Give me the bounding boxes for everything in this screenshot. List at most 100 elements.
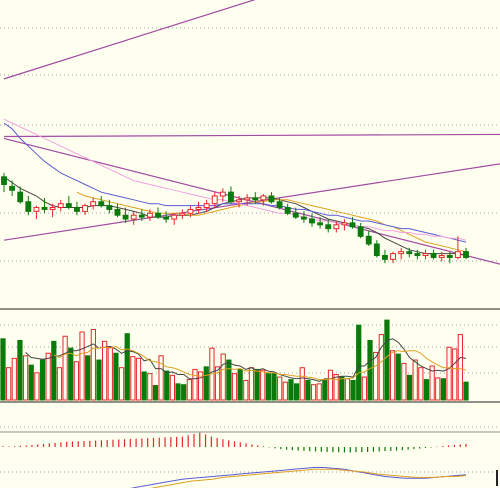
candle-body: [57, 203, 64, 209]
volume-bar: [39, 359, 46, 401]
volume-bar: [260, 369, 266, 401]
volume-bar: [446, 346, 452, 401]
volume-bar: [265, 373, 271, 401]
volume-bar: [96, 359, 102, 401]
macd-dea-line: [149, 468, 467, 488]
candle-body: [17, 191, 24, 203]
candle-body: [349, 222, 356, 228]
volume-bar: [429, 365, 435, 401]
volume-bar: [339, 376, 345, 401]
candle-body: [49, 207, 56, 210]
volume-bar: [378, 334, 384, 401]
volume-bar: [271, 373, 277, 401]
volume-bar: [152, 385, 159, 401]
candle-body: [228, 191, 234, 203]
volume-bar: [248, 367, 255, 401]
candle-body: [1, 176, 7, 185]
volume-bar: [299, 367, 305, 401]
volume-bar: [322, 379, 328, 401]
volume-bar: [158, 355, 164, 401]
volume-bar: [11, 357, 17, 401]
volume-bar: [198, 371, 204, 401]
volume-bar: [435, 377, 441, 401]
volume-bar: [141, 371, 147, 401]
candle-body: [341, 222, 348, 226]
candle-body: [82, 205, 88, 212]
candle-body: [122, 214, 129, 220]
candle-body: [406, 251, 413, 255]
candle-body: [171, 214, 178, 220]
volume-bar: [305, 379, 311, 401]
volume-bar: [418, 367, 424, 401]
candle-body: [187, 208, 194, 214]
moving-average-ma60: [3, 118, 467, 241]
candle-body: [252, 197, 259, 201]
candle-body: [9, 185, 16, 191]
volume-bar: [130, 356, 136, 401]
volume-bar: [51, 340, 57, 401]
candle-body: [211, 195, 218, 205]
candle-body: [260, 195, 267, 201]
candle-body: [25, 201, 32, 212]
volume-bar: [293, 383, 300, 401]
volume-bar: [361, 376, 367, 401]
volume-bar: [79, 331, 85, 401]
volume-bar: [226, 359, 232, 401]
candle-body: [244, 197, 251, 201]
volume-bar: [316, 383, 322, 401]
volume-bar: [203, 366, 209, 401]
volume-bar: [243, 379, 249, 401]
trendline: [3, 0, 256, 80]
candle-body: [325, 224, 332, 230]
volume-bar: [147, 373, 153, 401]
candle-body: [163, 216, 170, 220]
volume-bar: [28, 364, 34, 401]
candle-body: [373, 243, 380, 257]
candle-body: [284, 207, 291, 214]
volume-bar: [0, 338, 6, 401]
volume-bar: [113, 352, 119, 401]
volume-bar: [457, 334, 463, 401]
volume-bar: [186, 379, 192, 401]
volume-bar: [34, 372, 40, 401]
candle-body: [155, 212, 161, 218]
trendline: [3, 163, 500, 241]
candle-body: [179, 212, 186, 216]
volume-bar: [102, 340, 108, 401]
candle-body: [74, 207, 80, 212]
candle-body: [438, 255, 445, 258]
volume-bar: [389, 350, 396, 401]
volume-bar: [423, 379, 430, 401]
volume-bar: [135, 357, 142, 401]
volume-bar: [412, 359, 418, 401]
candle-body: [390, 253, 396, 260]
volume-bar: [192, 368, 198, 401]
volume-bar: [452, 348, 458, 401]
volume-bar: [118, 367, 125, 401]
trendline: [3, 137, 500, 265]
candle-body: [236, 199, 242, 203]
volume-bar: [231, 373, 238, 401]
volume-bar: [373, 351, 379, 401]
volume-bar: [310, 384, 317, 401]
volume-bar: [344, 378, 351, 401]
candle-body: [398, 251, 405, 255]
volume-bar: [181, 384, 187, 401]
panel-frame: [0, 308, 500, 486]
candle-body: [114, 208, 121, 216]
candle-body: [317, 222, 324, 226]
candle-body: [454, 251, 461, 258]
volume-bar: [68, 347, 74, 401]
volume-bar: [288, 379, 294, 401]
moving-average-ma5: [3, 176, 467, 256]
candle-body: [414, 253, 421, 257]
candle-body: [106, 205, 113, 210]
candle-body: [90, 201, 97, 207]
volume-bar: [169, 374, 176, 401]
volume-bar: [282, 381, 288, 401]
volume-bar: [17, 340, 23, 401]
candle-body: [33, 207, 40, 212]
volume-bar: [254, 368, 260, 401]
candle-body: [203, 203, 210, 209]
